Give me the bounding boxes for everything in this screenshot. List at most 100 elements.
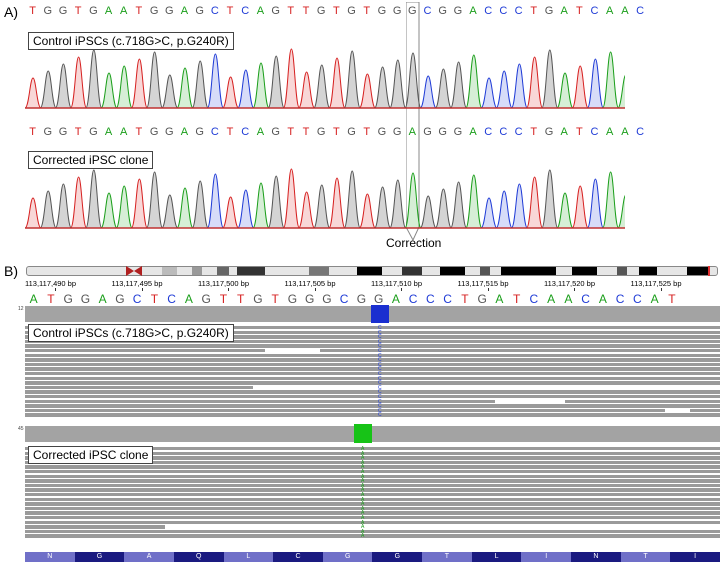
- bottom-seq-base: G: [58, 126, 68, 138]
- sequencing-read: [25, 413, 720, 417]
- sequencing-read: [25, 404, 720, 408]
- chromatogram-peak: [237, 69, 255, 109]
- chromatogram-peak: [495, 70, 513, 109]
- ref-seq-base: A: [184, 292, 193, 306]
- chromatogram-peak: [556, 192, 574, 229]
- sequencing-read: [25, 395, 720, 399]
- sequencing-read: [25, 349, 265, 353]
- ref-seq-base: T: [219, 292, 228, 306]
- sequencing-read: [25, 529, 720, 534]
- chromatogram-peak: [313, 64, 331, 109]
- top-seq-base: T: [302, 5, 310, 17]
- chromatogram-peak: [586, 58, 604, 109]
- coverage-scale-bottom: 45: [18, 426, 24, 432]
- chromatogram-peak: [374, 186, 392, 229]
- bottom-seq-base: C: [484, 126, 493, 138]
- ref-seq-base: G: [287, 292, 298, 306]
- bottom-seq-base: T: [332, 126, 340, 138]
- ref-seq-base: G: [373, 292, 384, 306]
- bottom-seq-base: C: [590, 126, 599, 138]
- chromatogram-peak: [282, 48, 300, 109]
- variant-base-call: C: [378, 366, 382, 373]
- bottom-seq-base: A: [621, 126, 629, 138]
- correction-highlight-box: [406, 2, 420, 242]
- bottom-seq-base: G: [392, 126, 402, 138]
- variant-base-call: A: [361, 487, 365, 494]
- chromatogram-peak: [450, 181, 468, 229]
- variant-base-call: C: [378, 371, 382, 377]
- top-seq-base: T: [363, 5, 371, 17]
- top-seq-base: A: [256, 5, 265, 17]
- chromatogram-peak: [434, 68, 452, 109]
- sequencing-read: [25, 447, 720, 451]
- amino-acid: N: [571, 552, 621, 562]
- ref-seq-base: C: [633, 292, 642, 306]
- chromatogram-peak: [191, 60, 209, 109]
- bottom-seq-base: G: [89, 126, 98, 138]
- chromatogram-peak: [25, 77, 42, 109]
- top-seq-base: A: [469, 5, 477, 17]
- chromatogram-peak: [465, 54, 483, 109]
- top-seq-base: T: [530, 5, 538, 17]
- sequencing-read: [25, 488, 720, 492]
- chromatogram-peak: [146, 171, 164, 229]
- variant-base-call: C: [378, 338, 382, 345]
- top-seq-base: G: [453, 5, 463, 17]
- top-seq-base: G: [89, 5, 98, 17]
- chromosome-ideogram: [26, 266, 718, 276]
- amino-acid: L: [471, 552, 522, 562]
- top-seq-base: G: [316, 5, 326, 17]
- chromatogram-peak: [313, 184, 331, 229]
- top-seq-base: G: [149, 5, 159, 17]
- variant-base-call: A: [361, 515, 365, 521]
- variant-base-call: C: [378, 357, 382, 364]
- ref-seq-base: A: [29, 292, 38, 306]
- bottom-seq-base: A: [560, 126, 568, 138]
- top-seq-base: C: [423, 5, 432, 17]
- coverage-variant-control: [371, 305, 389, 323]
- top-seq-base: T: [332, 5, 340, 17]
- variant-base-call: C: [378, 343, 382, 350]
- ref-seq-base: C: [339, 292, 349, 306]
- chromatogram-peak: [602, 51, 620, 109]
- sequencing-read: [25, 330, 720, 334]
- sequencing-read: [25, 408, 665, 413]
- bottom-seq-base: G: [271, 126, 280, 138]
- variant-base-call: A: [361, 496, 365, 503]
- panel-a-letter: A): [4, 4, 18, 20]
- bottom-seq-base: A: [256, 126, 265, 138]
- top-seq-base: A: [560, 5, 568, 17]
- ref-seq-base: T: [47, 292, 55, 306]
- bottom-seq-base: T: [135, 126, 143, 138]
- ref-seq-base: G: [63, 292, 73, 306]
- chromatogram-peak: [465, 174, 483, 229]
- chromatogram-peak: [161, 74, 179, 109]
- ref-seq-base: C: [529, 292, 539, 306]
- ref-seq-base: C: [443, 292, 452, 306]
- chromatogram-peak: [343, 50, 361, 109]
- chromatogram-peak: [70, 56, 88, 109]
- chromatogram-peak: [358, 73, 376, 109]
- variant-base-call: C: [378, 384, 382, 391]
- bottom-seq-base: G: [453, 126, 463, 138]
- ref-seq-base: G: [80, 292, 91, 306]
- chromatogram-peak: [298, 71, 316, 109]
- bottom-seq-base: A: [104, 126, 113, 138]
- chromatogram-peak: [404, 172, 422, 229]
- bottom-seq-base: A: [606, 126, 614, 138]
- chromatogram-control: [25, 48, 625, 109]
- amino-acid: T: [422, 552, 472, 562]
- bottom-seq-base: T: [530, 126, 538, 138]
- ref-seq-base: A: [391, 292, 400, 306]
- chromatogram-peak: [450, 61, 468, 109]
- bottom-seq-base: T: [74, 126, 82, 138]
- chromatogram-peak: [161, 194, 179, 229]
- sequencing-read: [25, 362, 720, 367]
- ref-seq-base: C: [581, 292, 590, 306]
- chromatogram-peak: [85, 49, 103, 109]
- chromatogram-peak: [25, 197, 42, 229]
- variant-base-call: C: [378, 389, 382, 396]
- chromatogram-peak: [617, 75, 625, 109]
